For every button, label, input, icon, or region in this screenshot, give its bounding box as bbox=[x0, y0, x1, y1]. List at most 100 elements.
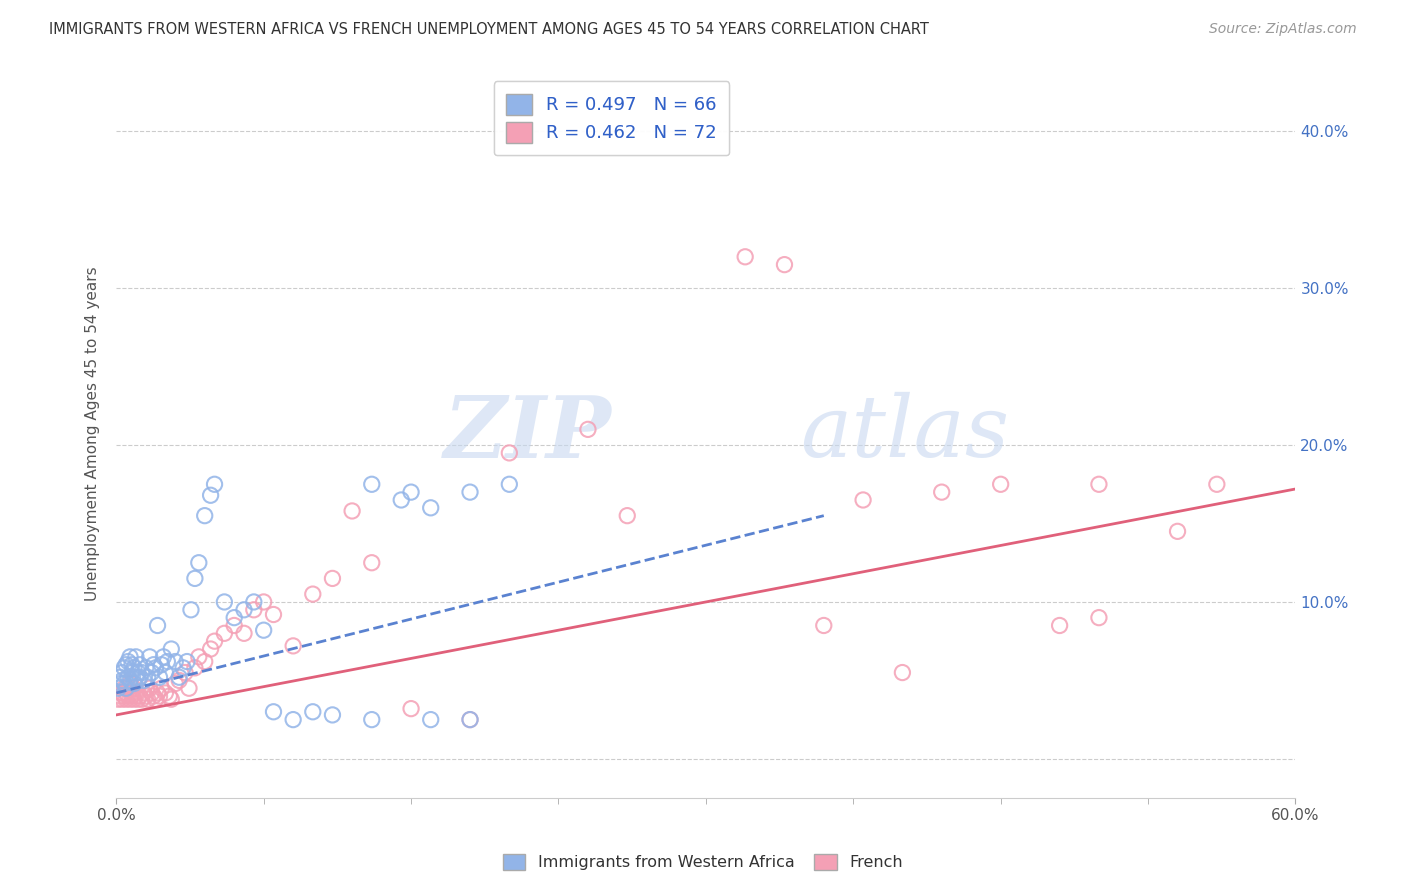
Point bbox=[117, 689, 139, 703]
Point bbox=[281, 639, 304, 653]
Point bbox=[172, 661, 194, 675]
Point bbox=[107, 692, 129, 706]
Point bbox=[118, 676, 141, 690]
Point bbox=[141, 665, 163, 680]
Point bbox=[146, 618, 169, 632]
Point bbox=[204, 477, 226, 491]
Point bbox=[125, 689, 148, 703]
Point bbox=[127, 692, 149, 706]
Point bbox=[224, 610, 246, 624]
Point bbox=[253, 595, 276, 609]
Point bbox=[112, 676, 135, 690]
Point bbox=[177, 681, 200, 696]
Point bbox=[1088, 477, 1111, 491]
Point bbox=[142, 657, 165, 672]
Point bbox=[160, 692, 183, 706]
Point bbox=[128, 689, 150, 703]
Point bbox=[108, 689, 131, 703]
Point bbox=[122, 681, 145, 696]
Point bbox=[990, 477, 1012, 491]
Point bbox=[399, 701, 422, 715]
Point bbox=[115, 681, 138, 696]
Point bbox=[360, 477, 382, 491]
Point bbox=[498, 446, 520, 460]
Legend: R = 0.497   N = 66, R = 0.462   N = 72: R = 0.497 N = 66, R = 0.462 N = 72 bbox=[494, 81, 730, 155]
Point bbox=[233, 626, 256, 640]
Point bbox=[125, 670, 148, 684]
Point bbox=[891, 665, 914, 680]
Point bbox=[389, 493, 412, 508]
Point bbox=[419, 500, 441, 515]
Point bbox=[112, 681, 135, 696]
Point bbox=[121, 689, 143, 703]
Text: ZIP: ZIP bbox=[444, 392, 612, 475]
Point bbox=[131, 692, 153, 706]
Point bbox=[107, 681, 129, 696]
Point bbox=[773, 258, 796, 272]
Point bbox=[167, 673, 190, 688]
Point bbox=[136, 670, 159, 684]
Point bbox=[108, 676, 131, 690]
Point bbox=[852, 493, 875, 508]
Point bbox=[184, 571, 207, 585]
Point bbox=[145, 692, 167, 706]
Point bbox=[121, 665, 143, 680]
Point bbox=[135, 689, 157, 703]
Point bbox=[194, 655, 217, 669]
Point bbox=[931, 485, 953, 500]
Point bbox=[127, 673, 149, 688]
Point bbox=[155, 665, 177, 680]
Point bbox=[128, 670, 150, 684]
Point bbox=[118, 673, 141, 688]
Point bbox=[128, 657, 150, 672]
Point bbox=[142, 689, 165, 703]
Point bbox=[253, 623, 276, 637]
Point bbox=[157, 689, 180, 703]
Point bbox=[200, 642, 222, 657]
Point bbox=[184, 661, 207, 675]
Point bbox=[127, 665, 149, 680]
Point bbox=[176, 655, 198, 669]
Point bbox=[813, 618, 835, 632]
Point bbox=[187, 556, 209, 570]
Point bbox=[204, 634, 226, 648]
Point bbox=[141, 686, 163, 700]
Point bbox=[132, 686, 155, 700]
Point bbox=[194, 508, 217, 523]
Text: IMMIGRANTS FROM WESTERN AFRICA VS FRENCH UNEMPLOYMENT AMONG AGES 45 TO 54 YEARS : IMMIGRANTS FROM WESTERN AFRICA VS FRENCH… bbox=[49, 22, 929, 37]
Point bbox=[360, 713, 382, 727]
Point bbox=[160, 642, 183, 657]
Point bbox=[138, 681, 160, 696]
Point bbox=[117, 670, 139, 684]
Point bbox=[111, 686, 134, 700]
Point bbox=[148, 670, 170, 684]
Point bbox=[1205, 477, 1227, 491]
Point bbox=[340, 504, 363, 518]
Point bbox=[115, 692, 138, 706]
Point bbox=[138, 649, 160, 664]
Point bbox=[1088, 610, 1111, 624]
Point bbox=[321, 571, 343, 585]
Point bbox=[458, 713, 481, 727]
Point bbox=[156, 655, 179, 669]
Point bbox=[108, 670, 131, 684]
Point bbox=[108, 686, 131, 700]
Point bbox=[135, 661, 157, 675]
Point bbox=[136, 692, 159, 706]
Point bbox=[118, 692, 141, 706]
Point bbox=[243, 595, 266, 609]
Point bbox=[131, 665, 153, 680]
Point bbox=[180, 603, 202, 617]
Point bbox=[174, 665, 197, 680]
Point bbox=[115, 657, 138, 672]
Y-axis label: Unemployment Among Ages 45 to 54 years: Unemployment Among Ages 45 to 54 years bbox=[86, 266, 100, 600]
Point bbox=[122, 692, 145, 706]
Point bbox=[360, 556, 382, 570]
Point bbox=[111, 692, 134, 706]
Point bbox=[200, 488, 222, 502]
Point bbox=[121, 686, 143, 700]
Point bbox=[111, 673, 134, 688]
Point bbox=[399, 485, 422, 500]
Point bbox=[281, 713, 304, 727]
Point bbox=[734, 250, 756, 264]
